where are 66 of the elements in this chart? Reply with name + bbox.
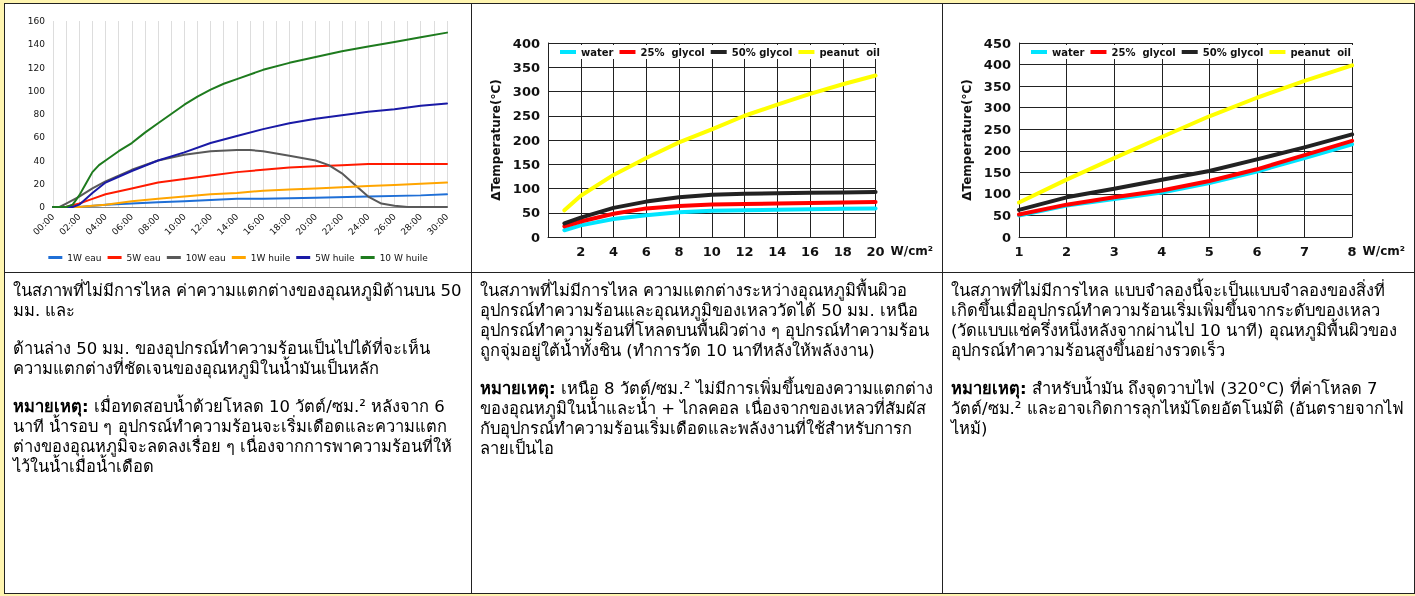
y-tick-label: 160 — [27, 16, 46, 26]
x-tick-label: 8 — [1347, 244, 1357, 259]
x-tick-label: 1 — [1014, 244, 1024, 259]
y-tick-label: 20 — [33, 178, 46, 189]
x-tick-label: 4 — [1157, 244, 1167, 259]
legend-label: 1W eau — [67, 252, 102, 263]
y-tick-label: 140 — [27, 39, 46, 50]
legend-label: 10W eau — [185, 252, 226, 263]
x-axis-title: W/cm² — [1362, 244, 1406, 258]
legend-label: 5W huile — [315, 252, 356, 263]
y-tick-label: 0 — [530, 229, 540, 245]
text: ด้านล่าง 50 มม. ของอุปกรณ์ทำความร้อนเป็นไปได้ที่จะเห็นความแตกต่างที่ชัดเจนของอุณหภูมิในน้ำมันเป็นหลัก — [13, 339, 431, 379]
y-tick-label: 150 — [983, 164, 1011, 180]
y-tick-label: 250 — [512, 108, 540, 124]
y-tick-label: 100 — [983, 186, 1011, 202]
y-tick-label: 350 — [512, 59, 540, 75]
y-tick-label: 200 — [983, 143, 1011, 159]
legend-label: 25% glycol — [1111, 46, 1176, 58]
y-axis-title: ΔTemperature(°C) — [488, 79, 503, 201]
x-tick-label: 18 — [833, 244, 852, 259]
y-tick-label: 100 — [512, 181, 540, 196]
x-tick-label: 10 — [702, 244, 721, 259]
y-tick-label: 300 — [512, 84, 540, 99]
legend-label: 10 W huile — [379, 252, 429, 263]
y-tick-label: 120 — [27, 62, 46, 73]
y-tick-label: 0 — [39, 202, 46, 212]
y-tick-label: 400 — [512, 35, 540, 51]
legend-label: peanut oil — [819, 46, 880, 58]
y-tick-label: 50 — [521, 205, 540, 221]
legend-label: 25% glycol — [640, 46, 705, 58]
x-tick-label: 7 — [1299, 244, 1310, 259]
x-tick-label: 5 — [1204, 244, 1214, 259]
legend-label: peanut oil — [1290, 46, 1351, 58]
y-tick-label: 350 — [983, 78, 1011, 94]
x-tick-label: 16 — [801, 244, 820, 259]
y-tick-label: 400 — [983, 57, 1011, 73]
legend-label: 5W eau — [126, 252, 161, 263]
y-tick-label: 50 — [992, 207, 1011, 223]
y-tick-label: 40 — [33, 155, 46, 166]
legend-label: water — [1052, 46, 1085, 58]
x-tick-label: 6 — [641, 244, 651, 259]
y-tick-label: 0 — [1001, 229, 1011, 245]
y-tick-label: 60 — [33, 132, 46, 143]
legend-label: 50% glycol — [731, 46, 793, 58]
x-tick-label: 3 — [1109, 244, 1119, 259]
x-tick-label: 2 — [576, 244, 586, 259]
x-tick-label: 8 — [674, 244, 684, 259]
legend-label: water — [581, 46, 614, 58]
y-tick-label: 200 — [512, 132, 540, 148]
x-tick-label: 6 — [1252, 244, 1262, 259]
x-axis-title: W/cm² — [890, 244, 934, 258]
y-tick-label: 100 — [27, 85, 46, 96]
x-tick-label: 4 — [608, 244, 619, 259]
y-tick-label: 80 — [33, 109, 46, 119]
y-axis-title: ΔTemperature(°C) — [959, 79, 974, 201]
y-tick-label: 450 — [983, 35, 1011, 51]
y-tick-label: 150 — [512, 156, 540, 172]
y-tick-label: 250 — [983, 121, 1011, 137]
legend-label: 1W huile — [250, 252, 291, 263]
x-tick-label: 12 — [735, 244, 754, 259]
y-tick-label: 300 — [983, 100, 1011, 116]
text: ในสภาพที่ไม่มีการไหล ค่าความแตกต่างของอุณหภูมิด้านบน 50 มม. และ — [13, 281, 463, 321]
x-tick-label: 2 — [1062, 244, 1072, 259]
x-tick-label: 20 — [866, 244, 885, 259]
legend-label: 50% glycol — [1202, 46, 1264, 58]
x-tick-label: 14 — [768, 244, 787, 259]
